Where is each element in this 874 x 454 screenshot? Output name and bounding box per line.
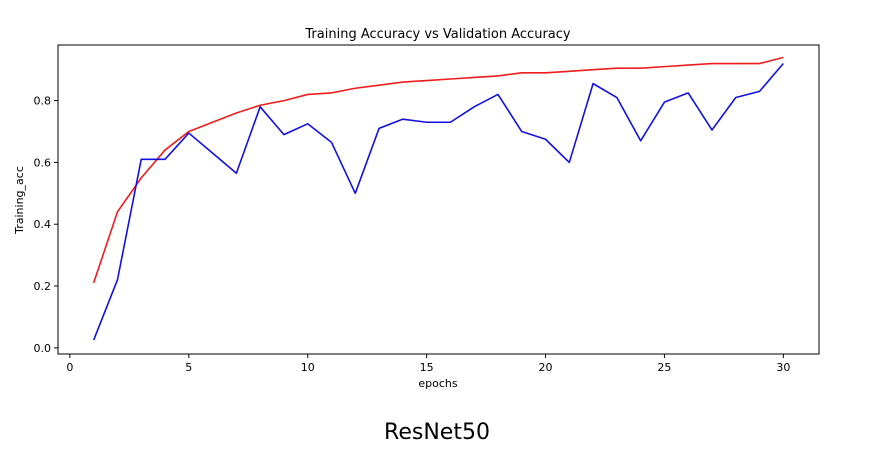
y-tick-label: 0.6 xyxy=(34,156,52,169)
x-axis-ticks: 0 5 10 15 20 25 30 xyxy=(66,354,790,374)
validation-accuracy-line xyxy=(92,63,784,341)
x-tick-label: 30 xyxy=(776,361,790,374)
x-tick-label: 25 xyxy=(657,361,671,374)
x-tick-label: 15 xyxy=(420,361,434,374)
plot-frame xyxy=(57,44,820,355)
y-tick-label: 0.0 xyxy=(34,342,52,355)
x-tick-label: 10 xyxy=(301,361,315,374)
y-tick-label: 0.2 xyxy=(34,280,52,293)
series-lines xyxy=(92,56,784,341)
x-tick-label: 0 xyxy=(66,361,73,374)
y-axis-label: Training_acc xyxy=(13,166,26,235)
x-tick-label: 5 xyxy=(185,361,192,374)
y-axis-ticks: 0.0 0.2 0.4 0.6 0.8 xyxy=(34,95,58,355)
y-tick-label: 0.4 xyxy=(34,218,52,231)
chart-title: Training Accuracy vs Validation Accuracy xyxy=(304,27,570,42)
x-tick-label: 20 xyxy=(539,361,553,374)
figure-caption: ResNet50 xyxy=(384,420,490,445)
training-accuracy-line xyxy=(92,56,784,284)
line-chart: Training Accuracy vs Validation Accuracy… xyxy=(13,27,820,390)
x-axis-label: epochs xyxy=(418,377,457,390)
y-tick-label: 0.8 xyxy=(34,95,52,108)
